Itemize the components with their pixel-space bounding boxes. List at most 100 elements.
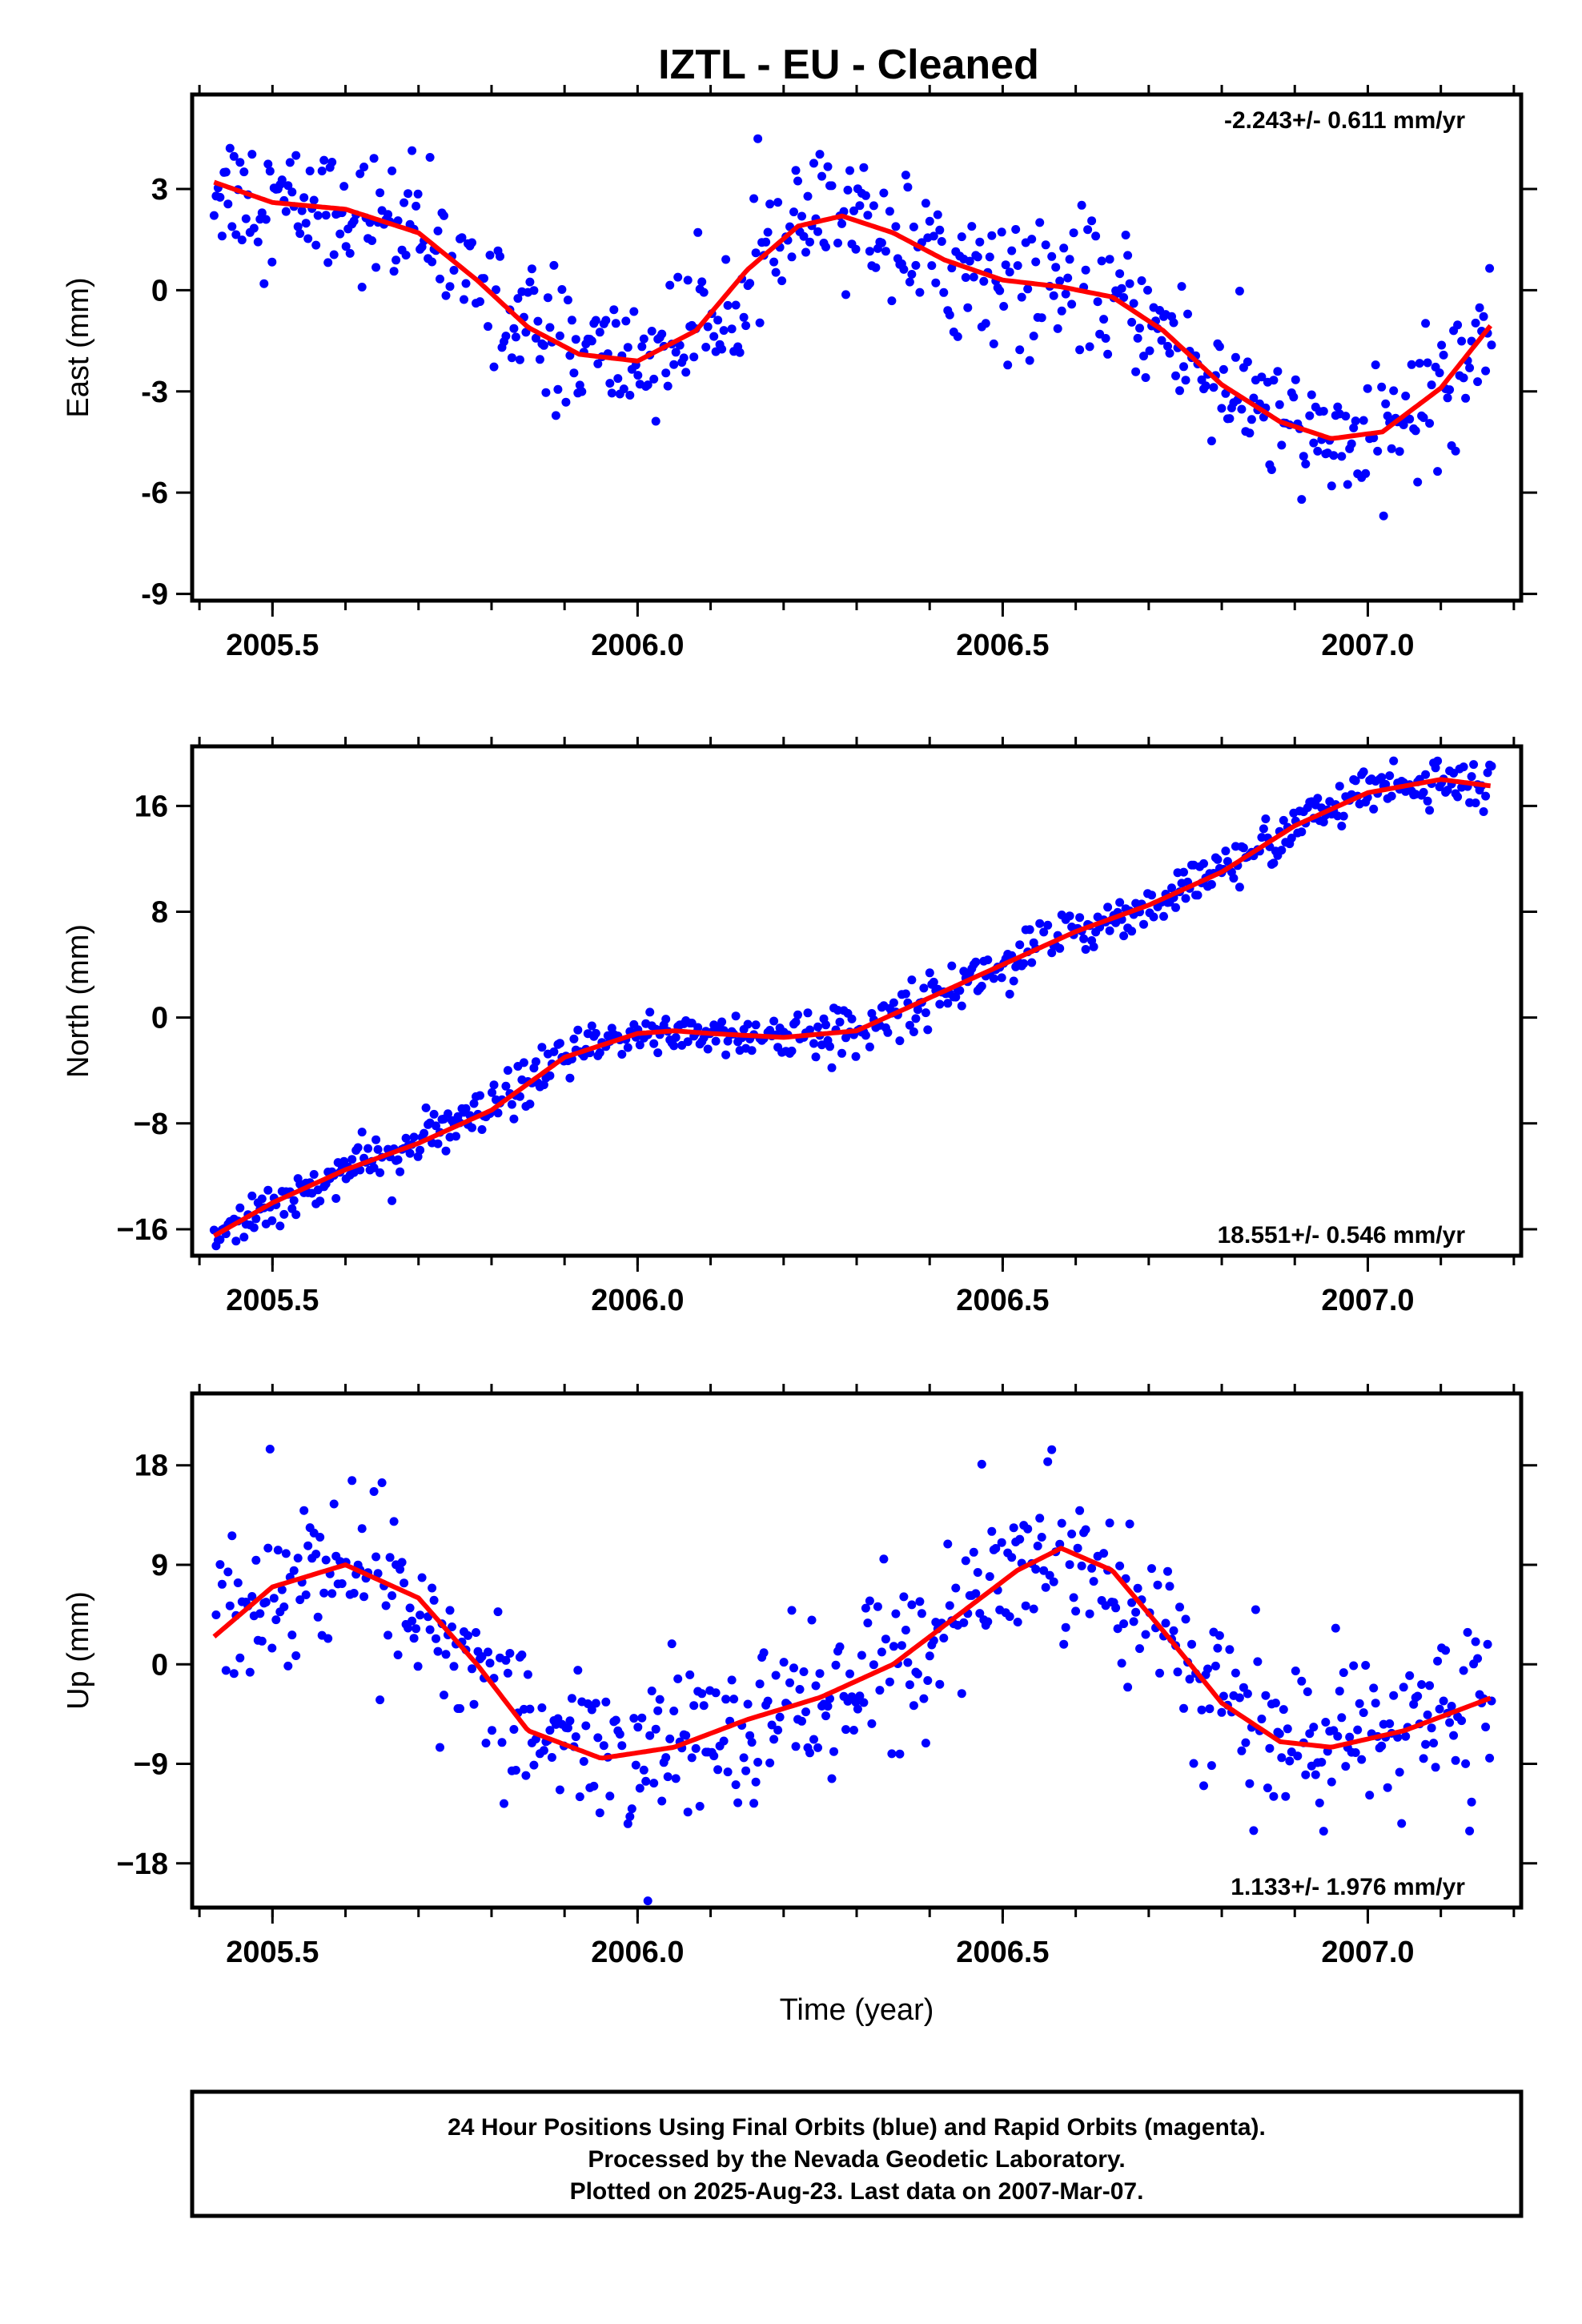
data-point [323,1634,333,1643]
data-point [1215,342,1224,352]
data-point [1135,324,1144,333]
data-point [225,1601,235,1610]
data-point [579,1757,588,1766]
data-point [995,286,1005,296]
data-point [645,1007,655,1017]
data-point [1207,1761,1216,1771]
data-point [753,134,763,143]
data-point [1065,1560,1074,1570]
data-point [1473,1654,1483,1663]
data-point [661,368,671,378]
data-point [1083,225,1093,235]
data-point [367,236,377,245]
data-point [1237,404,1247,414]
data-point [961,273,970,282]
data-point [433,226,443,235]
data-point [1471,318,1480,328]
data-point [1039,927,1049,937]
data-point [633,371,643,380]
data-point [303,1541,313,1550]
data-point [779,1658,789,1667]
data-point [903,183,913,192]
data-point [1087,1563,1097,1573]
data-point [311,1550,321,1559]
data-point [393,1155,403,1164]
data-point [1353,1725,1363,1735]
data-point [1171,371,1180,380]
data-point [945,310,954,320]
data-point [513,294,523,304]
data-point [983,955,993,965]
data-point [1259,824,1268,834]
data-point [449,1662,459,1671]
data-point [629,1714,639,1723]
data-point [973,1568,982,1577]
data-point [1069,1593,1078,1602]
data-point [1377,1741,1387,1751]
data-point [396,1167,405,1176]
data-point [295,229,305,239]
data-point [401,1133,411,1143]
data-point [1067,1530,1077,1538]
data-point [493,1108,503,1118]
data-point [464,1630,472,1640]
data-point [1443,393,1452,403]
data-point [257,1636,267,1646]
data-point [433,1139,443,1148]
x-tick-label: 2005.5 [226,629,319,662]
data-point [571,1732,580,1742]
data-point [1175,1602,1184,1612]
data-point [539,1746,548,1755]
data-point [1359,767,1368,777]
data-point [1369,1683,1379,1693]
data-point [1237,1746,1247,1755]
data-point [1021,1601,1030,1610]
data-point [1163,1566,1172,1576]
data-point [1445,1718,1455,1727]
data-point [1373,446,1383,456]
data-point [1007,246,1017,255]
data-point [713,1765,723,1775]
data-point [1137,276,1146,285]
data-point [347,1476,357,1486]
data-point [1431,1763,1440,1772]
data-point [303,234,313,243]
data-point [721,1050,731,1059]
data-point [969,1547,978,1557]
data-point [1483,768,1492,778]
data-point [749,194,759,203]
data-point [400,198,409,207]
data-point [1341,412,1351,421]
data-point [436,274,444,283]
data-point [321,211,331,220]
data-point [1369,804,1379,814]
data-point [445,282,455,292]
data-point [851,1051,861,1061]
data-point [771,267,781,277]
data-point [1257,372,1267,382]
data-point [863,211,873,220]
data-point [1383,1783,1392,1792]
data-point [919,983,929,993]
data-point [409,1634,419,1643]
data-point [441,1146,451,1156]
y-tick-label: -3 [141,376,168,409]
data-point [1387,791,1396,801]
data-point [247,1191,257,1200]
data-point [396,1565,405,1574]
data-point [1179,1703,1188,1713]
data-point [1047,1445,1057,1454]
data-point [1377,382,1387,392]
data-point [1361,468,1371,478]
data-point [375,1695,385,1705]
data-point [1235,883,1244,892]
data-point [313,1612,323,1622]
data-point [375,1168,385,1177]
data-point [763,1696,773,1706]
data-point [617,1050,627,1059]
data-point [1193,891,1203,900]
data-point [299,1506,309,1515]
data-point [281,207,291,216]
data-point [1423,358,1432,368]
data-point [523,1670,532,1679]
